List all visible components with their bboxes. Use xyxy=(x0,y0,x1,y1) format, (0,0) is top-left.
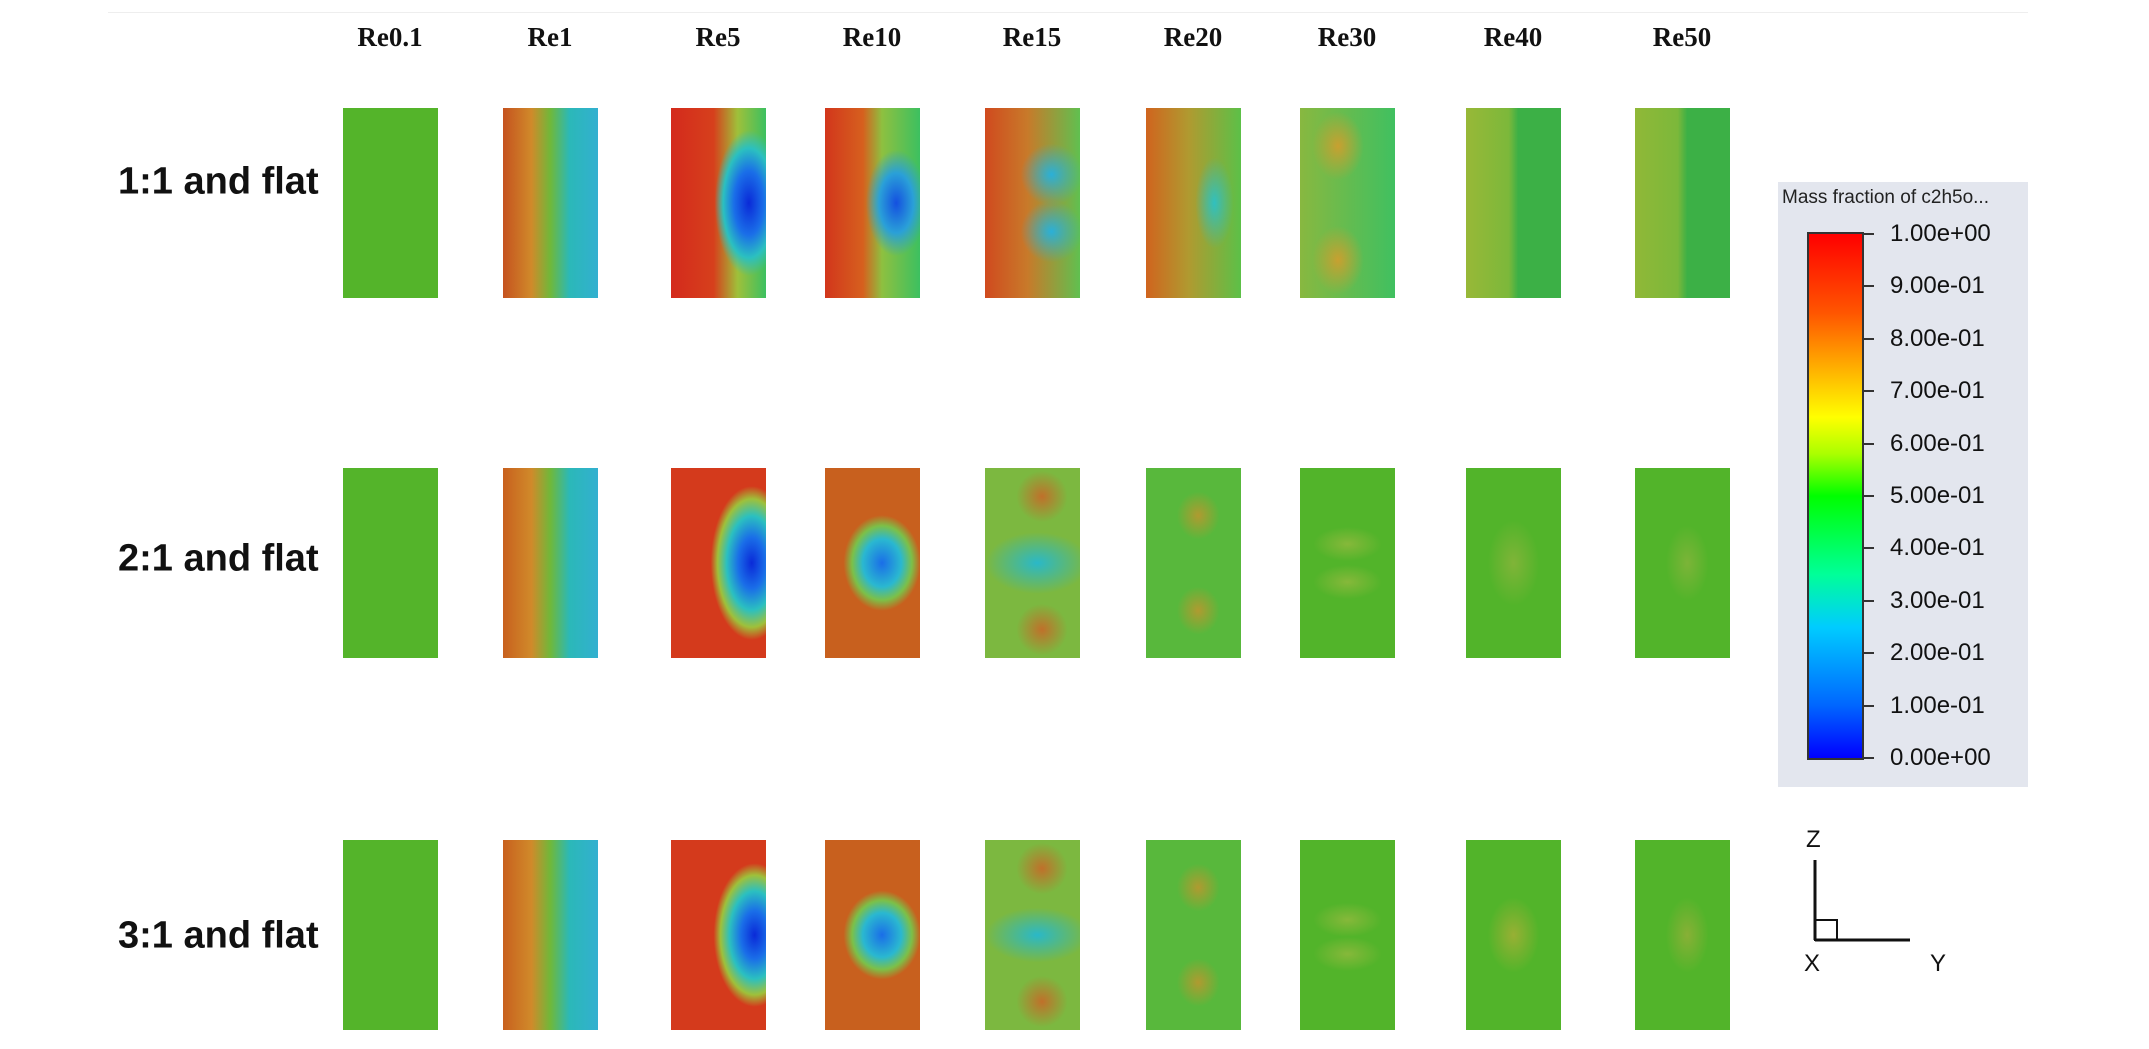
legend-title: Mass fraction of c2h5o... xyxy=(1782,187,1989,208)
colorbar-tick-label: 7.00e-01 xyxy=(1890,377,1985,405)
column-label-re30: Re30 xyxy=(1317,22,1377,52)
column-label-re20: Re20 xyxy=(1163,22,1223,52)
colorbar-tick xyxy=(1864,547,1874,550)
row-label-2: 2:1 and flat xyxy=(118,537,319,580)
colorbar-tick xyxy=(1864,233,1874,235)
contour-cell-row2-re40 xyxy=(1466,468,1561,658)
x-axis-label: X xyxy=(1804,950,1821,977)
contour-cell-row3-re1 xyxy=(503,840,598,1030)
colorbar-tick xyxy=(1864,285,1874,288)
colorbar-tick xyxy=(1864,442,1874,445)
axis-triad xyxy=(1813,860,1910,942)
contour-cell-row2-re5 xyxy=(671,468,766,658)
contour-cell-row1-re50 xyxy=(1635,108,1730,298)
row-label-3: 3:1 and flat xyxy=(118,914,319,957)
contour-cell-row3-re30 xyxy=(1300,840,1395,1030)
colorbar-tick xyxy=(1864,599,1874,602)
contour-cell-row2-re15 xyxy=(985,468,1080,658)
contour-cell-row2-re30 xyxy=(1300,468,1395,658)
row-label-1: 1:1 and flat xyxy=(118,160,319,203)
contour-cell-row2-re0-1 xyxy=(343,468,438,658)
column-label-re0-1: Re0.1 xyxy=(357,22,423,52)
colorbar-tick xyxy=(1864,704,1874,707)
colorbar-tick xyxy=(1864,337,1874,340)
contour-cell-row3-re15 xyxy=(985,840,1080,1030)
colorbar-tick-label: 6.00e-01 xyxy=(1890,429,1985,457)
contour-cell-row1-re5 xyxy=(671,108,766,298)
contour-cell-row2-re20 xyxy=(1146,468,1241,658)
contour-cell-row3-re10 xyxy=(825,840,920,1030)
colorbar-tick-label: 5.00e-01 xyxy=(1890,482,1985,509)
contour-cell-row1-re20 xyxy=(1146,108,1241,298)
column-label-re1: Re1 xyxy=(527,22,573,52)
contour-cell-row2-re1 xyxy=(503,468,598,658)
contour-cell-row2-re50 xyxy=(1635,468,1730,658)
contour-cell-row1-re30 xyxy=(1300,108,1395,298)
contour-cell-row3-re5 xyxy=(671,840,766,1030)
axis-origin-box xyxy=(1814,919,1838,941)
contour-cell-row2-re10 xyxy=(825,468,920,658)
z-axis-label: Z xyxy=(1806,826,1821,853)
column-label-re40: Re40 xyxy=(1483,22,1543,52)
column-label-re5: Re5 xyxy=(695,22,741,52)
colorbar-tick-label: 8.00e-01 xyxy=(1890,324,1985,352)
colorbar-tick-label: 2.00e-01 xyxy=(1890,639,1985,667)
column-label-re10: Re10 xyxy=(842,22,902,52)
colorbar-tick-label: 3.00e-01 xyxy=(1890,586,1985,614)
column-label-re50: Re50 xyxy=(1652,22,1712,52)
contour-cell-row3-re40 xyxy=(1466,840,1561,1030)
colorbar xyxy=(1807,232,1864,760)
colorbar-tick xyxy=(1864,652,1874,655)
contour-cell-row3-re20 xyxy=(1146,840,1241,1030)
colorbar-tick-label: 0.00e+00 xyxy=(1890,744,1991,771)
colorbar-tick-label: 1.00e-01 xyxy=(1890,691,1985,719)
colorbar-tick-label: 1.00e+00 xyxy=(1890,220,1991,247)
colorbar-tick-label: 9.00e-01 xyxy=(1890,272,1985,300)
contour-cell-row3-re0-1 xyxy=(343,840,438,1030)
colorbar-tick xyxy=(1864,757,1874,759)
contour-cell-row1-re1 xyxy=(503,108,598,298)
colorbar-tick xyxy=(1864,390,1874,393)
y-axis-label: Y xyxy=(1930,950,1947,977)
colorbar-tick xyxy=(1864,495,1874,497)
colorbar-tick-label: 4.00e-01 xyxy=(1890,534,1985,562)
contour-cell-row1-re0-1 xyxy=(343,108,438,298)
contour-cell-row1-re10 xyxy=(825,108,920,298)
contour-cell-row1-re40 xyxy=(1466,108,1561,298)
contour-cell-row3-re50 xyxy=(1635,840,1730,1030)
contour-cell-row1-re15 xyxy=(985,108,1080,298)
column-label-re15: Re15 xyxy=(1002,22,1062,52)
